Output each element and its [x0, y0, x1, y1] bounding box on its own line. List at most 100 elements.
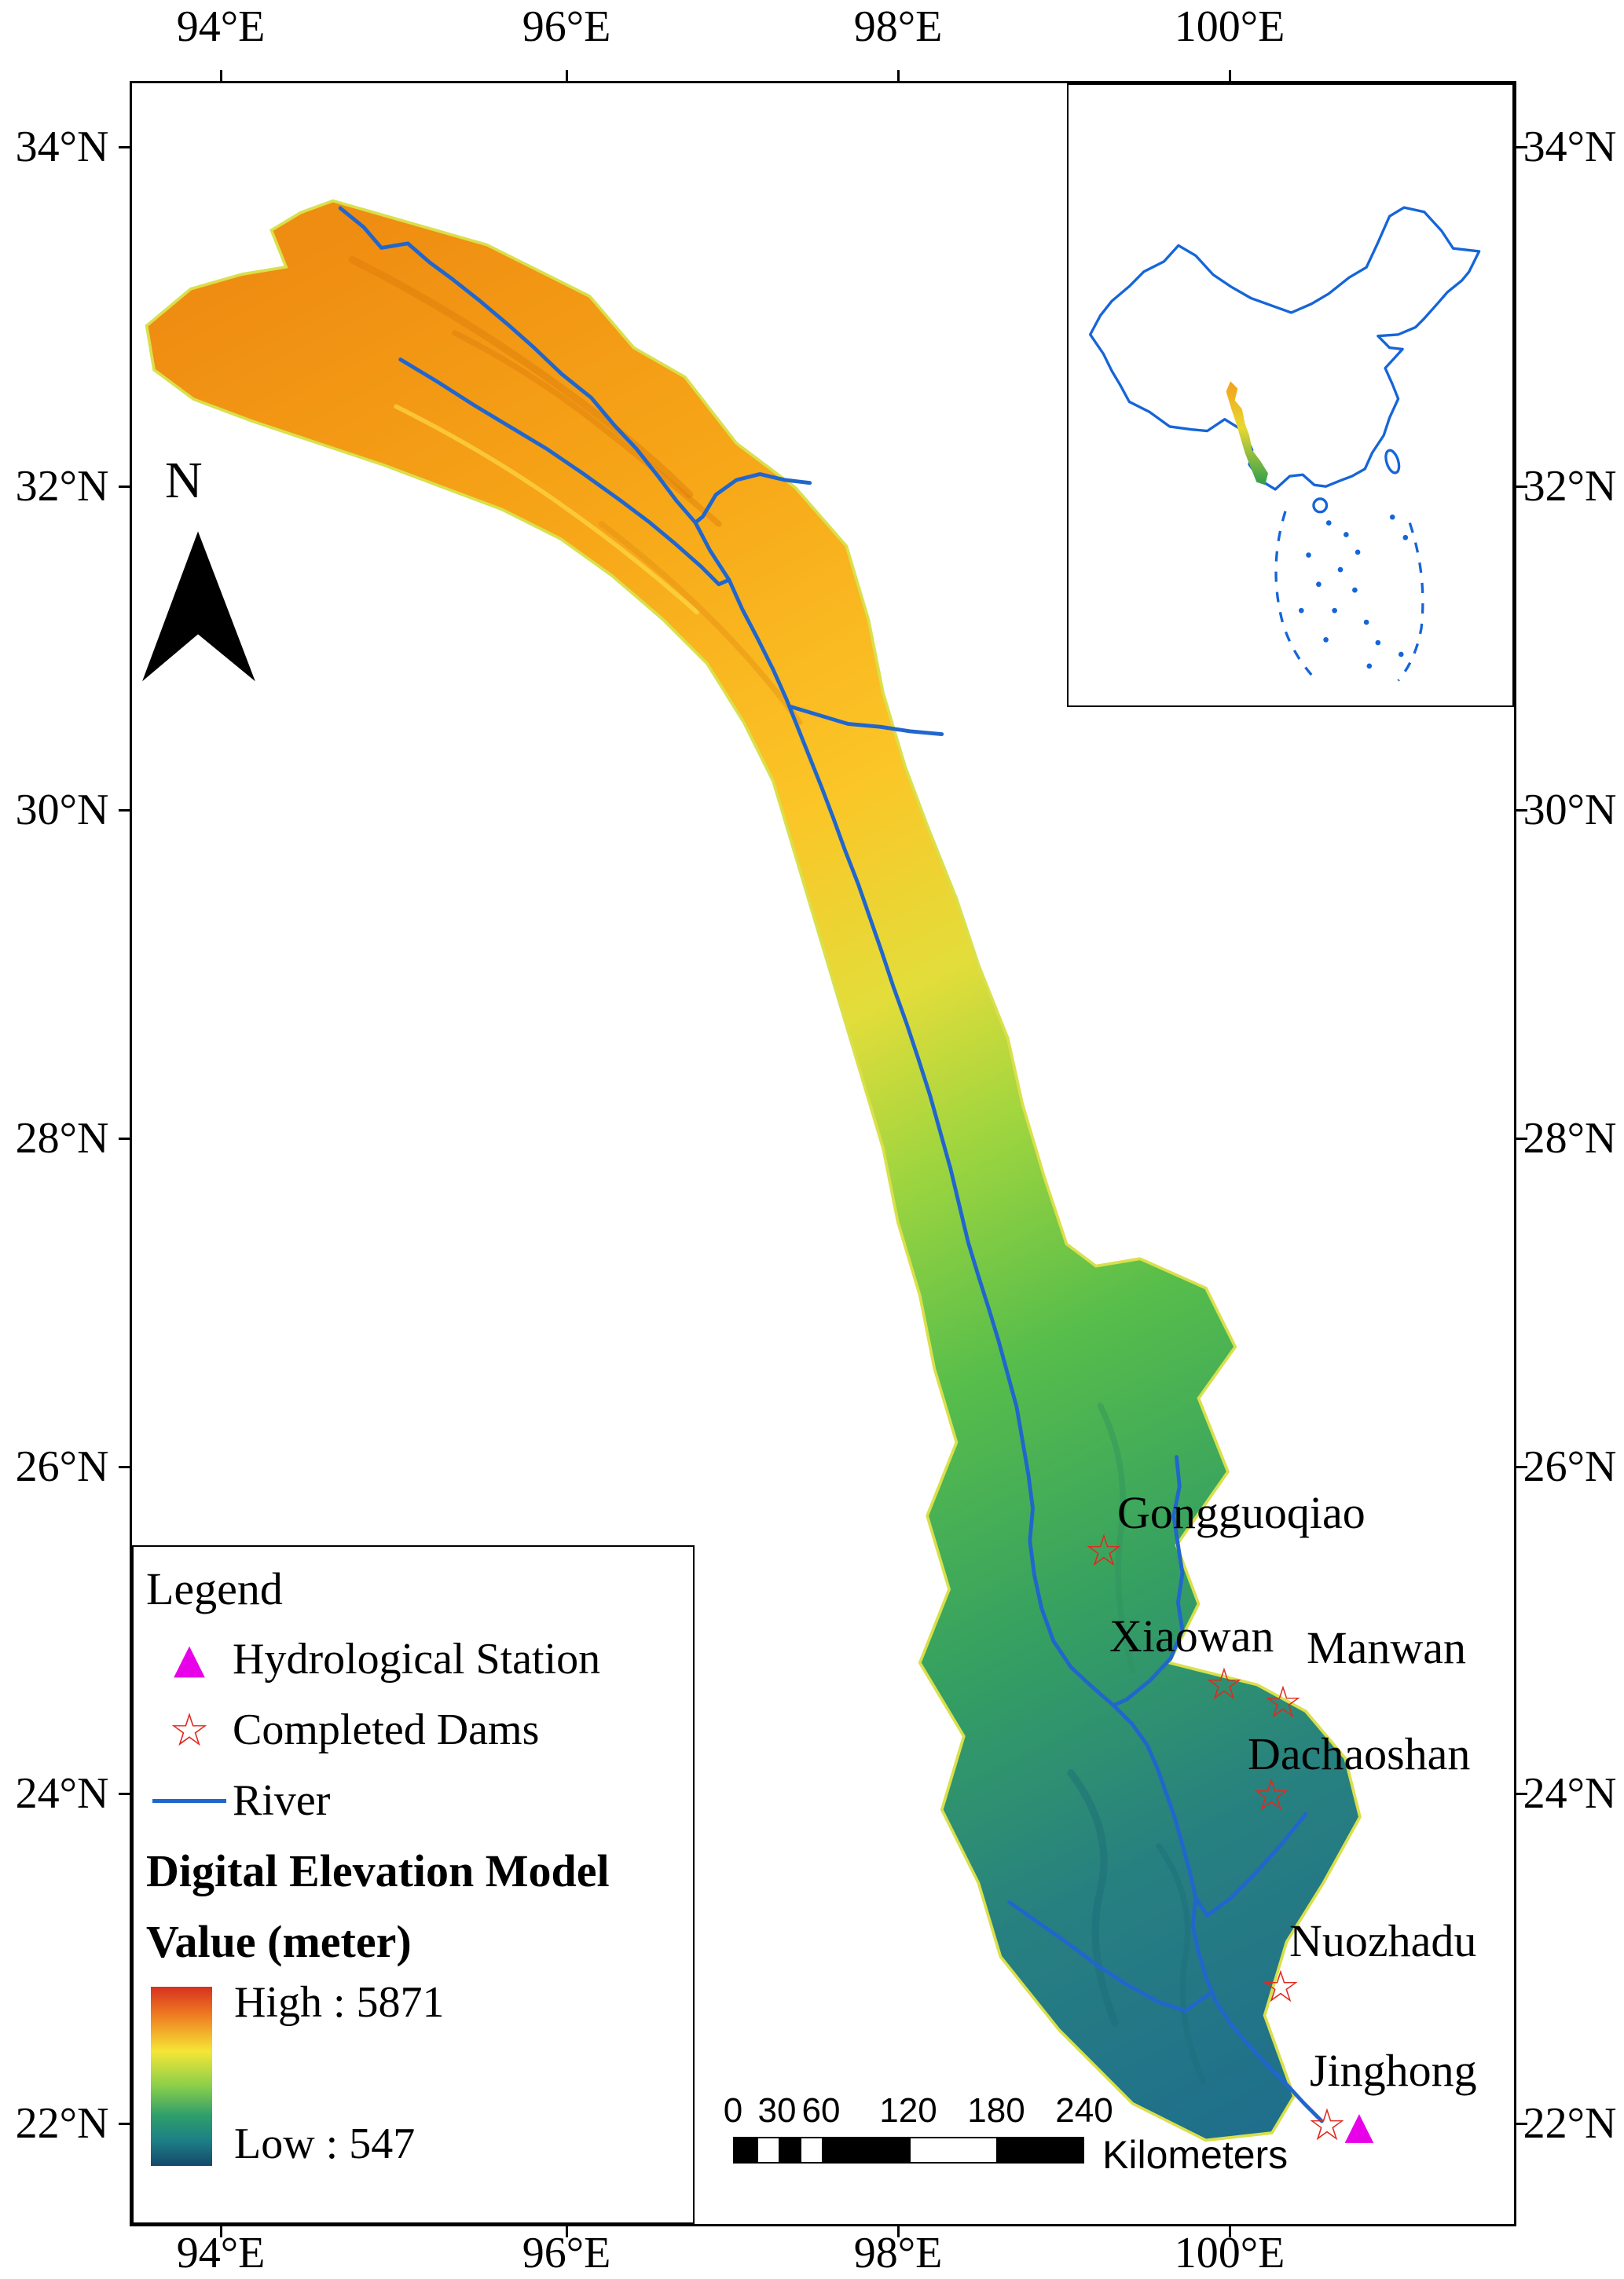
north-arrow-label: N [165, 452, 203, 509]
axis-label-left-1: 34°N [15, 123, 109, 171]
scale-tick-120: 120 [879, 2091, 937, 2130]
axis-label-right-4: 28°N [1523, 1114, 1617, 1163]
river-branch-north [338, 206, 731, 582]
axis-tick [119, 1793, 130, 1795]
legend-item-river: River [146, 1765, 693, 1836]
scale-segment [996, 2138, 1083, 2162]
axis-tick [220, 70, 222, 81]
dam-label-nuozhadu: Nuozhadu [1289, 1915, 1477, 1966]
dam-marker-xiaowan: ☆ [1204, 1659, 1245, 1710]
dam-label-jinghong: Jinghong [1310, 2045, 1477, 2096]
scale-segment [800, 2138, 823, 2162]
legend-item-label: River [233, 1776, 331, 1825]
axis-tick [119, 1138, 130, 1140]
dam-label-dachaoshan: Dachaoshan [1248, 1728, 1471, 1779]
axis-label-left-3: 30°N [15, 786, 109, 834]
map-frame: N ☆ ☆ ☆ ☆ ☆ ☆ ▲ Gongguoqiao Xiaowan Manw… [130, 81, 1516, 2226]
legend-item-label: Completed Dams [233, 1706, 540, 1754]
axis-tick [1516, 809, 1527, 812]
scale-segment [822, 2138, 910, 2162]
scale-segment [735, 2138, 757, 2162]
axis-tick [1516, 146, 1527, 148]
dam-star-icon: ☆ [169, 1703, 210, 1757]
axis-tick [1516, 1793, 1527, 1795]
china-location-inset [1067, 83, 1514, 707]
legend-title: Legend [146, 1563, 283, 1614]
axis-label-left-6: 24°N [15, 1769, 109, 1818]
scale-bar-segments [733, 2137, 1084, 2164]
river-tributary-ne [693, 472, 812, 525]
scale-segment [756, 2138, 779, 2162]
basin-location-highlight [1226, 381, 1268, 485]
river-tributary-lower-north [1111, 1455, 1185, 1708]
axis-tick [897, 2226, 900, 2237]
dem-low-label: Low : 547 [234, 2120, 416, 2168]
axis-tick [1229, 2226, 1231, 2237]
nine-dash-line-east [1397, 522, 1424, 682]
axis-tick [119, 1466, 130, 1468]
station-triangle-icon: ▲ [174, 1636, 205, 1683]
china-inset-svg [1088, 206, 1481, 682]
scale-unit-label: Kilometers [1102, 2133, 1289, 2177]
axis-label-left-5: 26°N [15, 1442, 109, 1491]
scale-bar: 0 30 60 120 180 240 Kilometers [723, 2091, 1481, 2178]
scale-tick-30: 30 [757, 2091, 797, 2130]
nine-dash-line-west [1274, 511, 1313, 676]
south-china-sea-islands [1298, 514, 1409, 669]
axis-label-left-7: 22°N [15, 2099, 109, 2148]
river-network [338, 206, 1324, 2123]
dam-marker-gongguoqiao: ☆ [1083, 1526, 1124, 1577]
axis-tick [1516, 1138, 1527, 1140]
axis-label-right-2: 32°N [1523, 462, 1617, 511]
legend-dem-title: Digital Elevation Model [146, 1845, 610, 1896]
axis-label-right-1: 34°N [1523, 123, 1617, 171]
axis-tick [1516, 1466, 1527, 1468]
axis-label-right-3: 30°N [1523, 786, 1617, 834]
china-outline [1088, 206, 1481, 491]
axis-label-right-6: 24°N [1523, 1769, 1617, 1818]
river-branch-south [398, 357, 731, 587]
axis-tick [1229, 70, 1231, 81]
axis-label-left-2: 32°N [15, 462, 109, 511]
dam-label-manwan: Manwan [1307, 1622, 1466, 1673]
axis-label-left-4: 28°N [15, 1114, 109, 1163]
axis-label-right-7: 22°N [1523, 2099, 1617, 2148]
river-tributary-lower-west [1007, 1900, 1212, 2013]
axis-tick [119, 809, 130, 812]
axis-tick [1516, 2123, 1527, 2125]
dam-marker-dachaoshan: ☆ [1251, 1770, 1292, 1821]
scale-tick-240: 240 [1055, 2091, 1113, 2130]
legend-value-title: Value (meter) [146, 1916, 412, 1967]
axis-tick [1516, 485, 1527, 488]
axis-tick [897, 70, 900, 81]
legend-item-label: Hydrological Station [233, 1635, 601, 1684]
taiwan-outline [1384, 449, 1401, 474]
axis-label-right-5: 26°N [1523, 1442, 1617, 1491]
axis-tick [220, 2226, 222, 2237]
dam-marker-manwan: ☆ [1263, 1677, 1303, 1728]
axis-label-top-1: 94°E [176, 2, 266, 51]
dem-colorbar-block: High : 5871 Low : 547 [146, 1978, 693, 2175]
axis-tick [119, 146, 130, 148]
legend-panel: Legend ▲ Hydrological Station ☆ Complete… [132, 1545, 695, 2224]
dam-label-gongguoqiao: Gongguoqiao [1117, 1487, 1366, 1538]
basin-map-svg [142, 199, 1362, 2142]
dem-high-label: High : 5871 [234, 1978, 445, 2027]
river-line-icon [152, 1798, 226, 1803]
scale-segment [778, 2138, 801, 2162]
axis-tick [566, 70, 568, 81]
axis-label-top-3: 98°E [853, 2, 943, 51]
scale-tick-0: 0 [723, 2091, 743, 2130]
axis-tick [566, 2226, 568, 2237]
dam-marker-nuozhadu: ☆ [1260, 1962, 1301, 2013]
legend-item-completed-dams: ☆ Completed Dams [146, 1695, 693, 1765]
river-main-stem [727, 577, 1324, 2123]
north-arrow [142, 531, 255, 682]
river-tributary-lower-east [1193, 1812, 1308, 1918]
axis-tick [119, 485, 130, 488]
axis-tick [119, 2123, 130, 2125]
hainan-outline [1312, 497, 1329, 514]
axis-label-top-4: 100°E [1174, 2, 1285, 51]
scale-tick-180: 180 [967, 2091, 1025, 2130]
